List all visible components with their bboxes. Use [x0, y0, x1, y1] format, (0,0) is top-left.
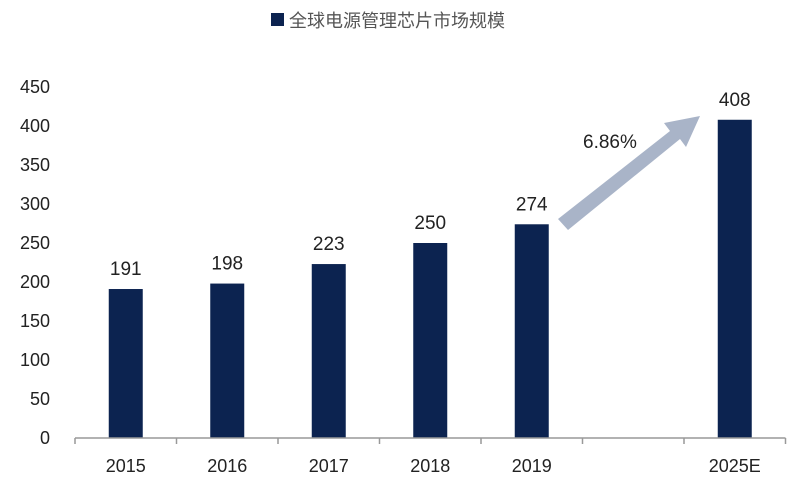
x-tick-label: 2015 — [106, 456, 146, 476]
y-tick-label: 250 — [20, 233, 50, 253]
x-axis: 2015 2016 2017 2018 2019 2025E — [74, 437, 787, 476]
y-tick-label: 450 — [20, 77, 50, 97]
y-tick-label: 350 — [20, 155, 50, 175]
data-label-2018: 250 — [414, 213, 446, 234]
growth-annotation: 6.86% — [558, 116, 700, 230]
x-tick-label: 2019 — [512, 456, 552, 476]
y-tick-label: 0 — [40, 428, 50, 448]
bar-2016 — [210, 283, 245, 438]
bar-2019 — [514, 224, 549, 438]
x-tick-label: 2017 — [309, 456, 349, 476]
x-tick-label: 2025E — [709, 456, 761, 476]
data-label-2025E: 408 — [719, 90, 751, 111]
data-label-2019: 274 — [516, 194, 548, 215]
y-tick-label: 50 — [30, 389, 50, 409]
y-tick-label: 200 — [20, 272, 50, 292]
y-axis: 0 50 100 150 200 250 300 350 400 450 — [20, 77, 50, 448]
legend-swatch — [271, 13, 284, 26]
bar-2015 — [108, 289, 143, 438]
bar-2025E — [717, 119, 752, 438]
legend-label: 全球电源管理芯片市场规模 — [289, 11, 505, 32]
data-label-2016: 198 — [211, 254, 243, 275]
x-tick-label: 2016 — [207, 456, 247, 476]
y-tick-label: 100 — [20, 350, 50, 370]
legend: 全球电源管理芯片市场规模 — [271, 11, 505, 32]
y-tick-label: 150 — [20, 311, 50, 331]
growth-arrow — [558, 116, 700, 230]
data-label-2015: 191 — [110, 259, 142, 280]
bars: 191 198 223 250 274 408 — [108, 90, 752, 438]
growth-rate-label: 6.86% — [583, 132, 637, 153]
x-tick-label: 2018 — [410, 456, 450, 476]
y-tick-label: 300 — [20, 194, 50, 214]
bar-2018 — [413, 243, 448, 438]
y-tick-label: 400 — [20, 116, 50, 136]
data-label-2017: 223 — [313, 234, 345, 255]
bar-2017 — [311, 264, 346, 438]
